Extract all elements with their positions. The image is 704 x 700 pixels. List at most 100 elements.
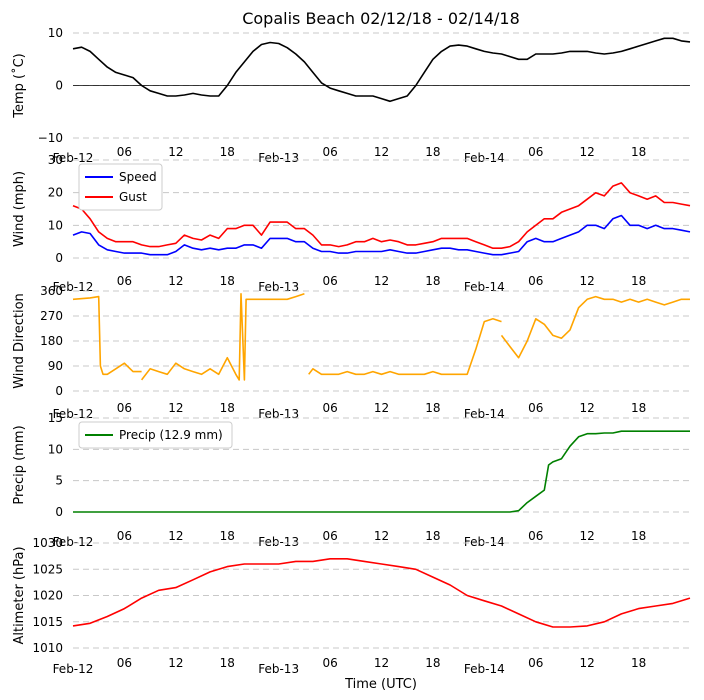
x-tick-label: Feb-13 [258,662,299,676]
y-tick-label: 1030 [32,536,63,550]
panels: 10 0 −10 Temp (˚C) Feb-12 06 12 18 Feb-13 06 12 18 F… [11,26,691,676]
panel-1: 10 0 −10 Temp (˚C) Feb-12 06 12 18 Feb-13 06 12 18 F… [11,26,691,165]
x-tick-label: 12 [168,401,183,415]
series-line [72,293,690,381]
x-tick-label: 18 [220,274,235,288]
x-tick-label: Feb-12 [53,662,94,676]
x-tick-label: 12 [580,401,595,415]
x-tick-label: 06 [322,401,337,415]
x-tick-label: 18 [425,401,440,415]
y-tick-label: 10 [48,26,63,40]
x-tick-label: Feb-14 [464,280,505,294]
x-tick-label: 12 [580,145,595,159]
x-tick-label: 12 [580,656,595,670]
x-tick-label: Feb-14 [464,662,505,676]
x-tick-label: 06 [528,656,543,670]
x-tick-label: 06 [528,145,543,159]
legend-label: Precip (12.9 mm) [119,428,223,442]
y-axis-label: Wind (mph) [12,171,27,247]
y-tick-label: 270 [40,309,63,323]
x-tick-label: 12 [374,529,389,543]
panel-4: 15 10 5 0 Precip (mm) Feb-12 06 12 18 Feb-13 06 12 1… [12,411,690,549]
legend-box [78,163,163,211]
y-tick-label: 15 [48,411,63,425]
x-tick-label: Feb-13 [258,280,299,294]
y-tick-label: 90 [48,359,63,373]
series-line-speed [72,214,691,256]
x-tick-label: 06 [322,529,337,543]
y-tick-label: 360 [40,284,63,298]
x-tick-label: 18 [425,529,440,543]
y-tick-label: 20 [48,186,63,200]
x-tick-label: 06 [322,656,337,670]
series-line [72,37,691,103]
series-line-gust [72,182,691,249]
y-tick-label: 0 [55,79,63,93]
x-tick-label: 06 [528,529,543,543]
x-tick-label: 18 [631,529,646,543]
x-tick-label: 12 [168,274,183,288]
x-tick-label: 12 [580,274,595,288]
x-tick-label: Feb-12 [53,151,94,165]
x-tick-label: Feb-14 [464,151,505,165]
series-line-precip [73,430,690,513]
x-tick-label: 06 [117,401,132,415]
y-tick-label: 10 [48,218,63,232]
y-axis-label: Wind Direction [12,293,27,389]
panel-2: 30 20 10 0 Wind (mph) Feb-12 06 12 18 Feb-13 06 12 1… [12,153,691,294]
x-tick-label: 06 [117,274,132,288]
x-tick-label: 18 [631,401,646,415]
x-tick-label: 18 [220,656,235,670]
x-tick-label: 06 [117,145,132,159]
legend-label: Speed [119,170,157,184]
x-tick-label: 18 [631,274,646,288]
x-tick-label: 12 [374,145,389,159]
x-tick-label: Feb-13 [258,151,299,165]
x-tick-label: 18 [425,656,440,670]
x-axis-label: Time (UTC) [344,677,417,692]
chart-title: Copalis Beach 02/12/18 - 02/14/18 [242,9,520,28]
y-axis-label: Temp (˚C) [11,53,27,119]
x-tick-label: 18 [631,145,646,159]
x-tick-label: 18 [425,274,440,288]
x-tick-label: 12 [168,656,183,670]
x-tick-label: 18 [220,401,235,415]
panel-5: 1030 1025 1020 1015 1010 Altimeter (hPa) Feb-1… [12,536,691,676]
x-tick-label: 06 [528,274,543,288]
x-tick-label: 12 [374,656,389,670]
x-tick-label: 06 [117,656,132,670]
x-tick-label: 12 [168,145,183,159]
y-tick-label: 1020 [32,589,63,603]
x-tick-label: 06 [528,401,543,415]
x-tick-label: Feb-12 [53,535,94,549]
x-tick-label: Feb-13 [258,407,299,421]
y-tick-label: 180 [40,334,63,348]
x-tick-label: Feb-14 [464,535,505,549]
legend-box [78,421,233,449]
y-tick-label: 0 [55,384,63,398]
x-tick-label: 18 [425,145,440,159]
y-tick-label: 10 [48,442,63,456]
x-tick-label: Feb-14 [464,407,505,421]
x-tick-label: Feb-13 [258,535,299,549]
legend-label: Gust [119,190,147,204]
x-tick-label: 18 [220,145,235,159]
y-axis-label: Altimeter (hPa) [12,546,27,644]
x-tick-label: 06 [117,529,132,543]
y-tick-label: 30 [48,153,63,167]
x-tick-label: 18 [220,529,235,543]
x-tick-label: 12 [168,529,183,543]
x-tick-label: 06 [322,145,337,159]
y-tick-label: 1025 [32,562,63,576]
x-tick-label: 12 [374,401,389,415]
x-tick-label: 06 [322,274,337,288]
series-line [72,558,691,628]
y-tick-label: 5 [55,474,63,488]
y-tick-label: 1015 [32,615,63,629]
y-axis-label: Precip (mm) [12,425,27,504]
y-tick-label: 0 [55,505,63,519]
y-tick-label: 1010 [32,641,63,655]
x-tick-label: 12 [580,529,595,543]
